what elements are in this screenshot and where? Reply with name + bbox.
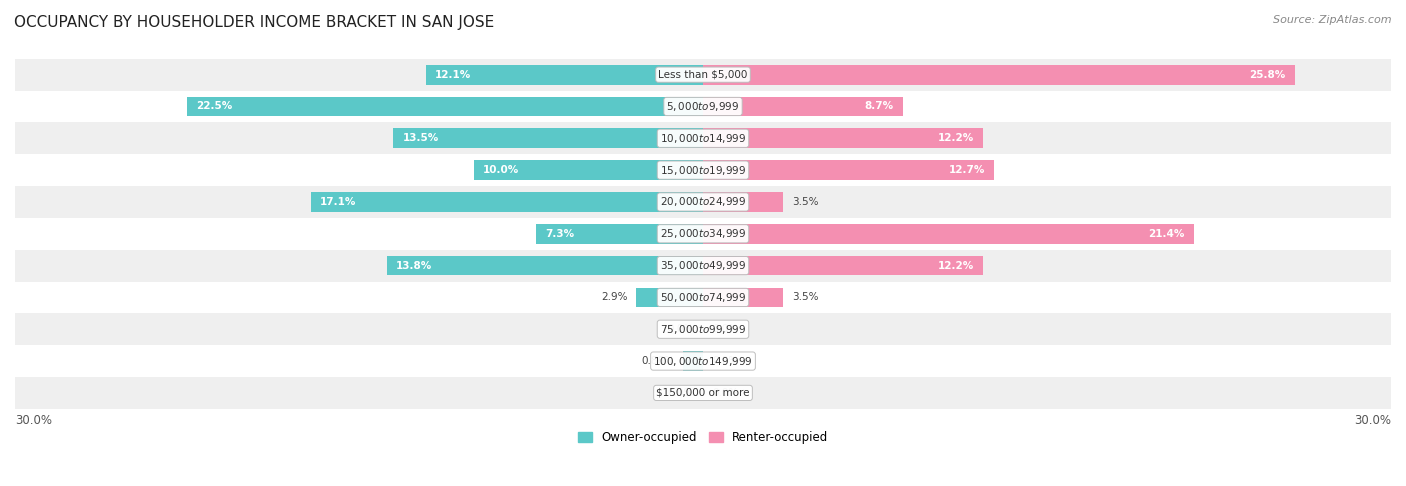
Text: Less than $5,000: Less than $5,000 [658,69,748,80]
Text: 3.5%: 3.5% [793,293,818,302]
Bar [703,256,983,276]
Text: $20,000 to $24,999: $20,000 to $24,999 [659,195,747,208]
Text: $35,000 to $49,999: $35,000 to $49,999 [659,259,747,272]
Text: $100,000 to $149,999: $100,000 to $149,999 [654,355,752,367]
Bar [703,288,783,307]
Text: 12.2%: 12.2% [938,260,973,271]
Text: 0.0%: 0.0% [713,356,738,366]
Text: $15,000 to $19,999: $15,000 to $19,999 [659,164,747,176]
Text: 0.0%: 0.0% [713,388,738,398]
Text: Source: ZipAtlas.com: Source: ZipAtlas.com [1274,15,1392,25]
Text: 12.1%: 12.1% [434,69,471,80]
Bar [15,377,1391,409]
Bar [15,154,1391,186]
Bar [15,281,1391,313]
Text: 2.9%: 2.9% [600,293,627,302]
Text: 0.0%: 0.0% [668,324,693,334]
Bar [15,90,1391,122]
Text: 13.8%: 13.8% [395,260,432,271]
Text: 30.0%: 30.0% [1354,414,1391,427]
Bar [15,313,1391,345]
Text: 30.0%: 30.0% [15,414,52,427]
Bar [426,65,703,85]
Legend: Owner-occupied, Renter-occupied: Owner-occupied, Renter-occupied [572,426,834,449]
Text: $75,000 to $99,999: $75,000 to $99,999 [659,323,747,336]
Bar [15,218,1391,250]
Bar [15,345,1391,377]
Bar [703,65,1295,85]
Text: $5,000 to $9,999: $5,000 to $9,999 [666,100,740,113]
Text: $25,000 to $34,999: $25,000 to $34,999 [659,227,747,240]
Text: 0.86%: 0.86% [641,356,673,366]
Text: 0.0%: 0.0% [713,324,738,334]
Text: 22.5%: 22.5% [197,102,232,111]
Bar [703,160,994,180]
Bar [311,192,703,212]
Text: 17.1%: 17.1% [321,197,356,207]
Text: 7.3%: 7.3% [544,229,574,239]
Text: 0.0%: 0.0% [668,388,693,398]
Bar [187,97,703,116]
Text: 21.4%: 21.4% [1149,229,1185,239]
Bar [15,122,1391,154]
Text: 3.5%: 3.5% [793,197,818,207]
Bar [474,160,703,180]
Bar [703,224,1194,243]
Text: $50,000 to $74,999: $50,000 to $74,999 [659,291,747,304]
Bar [703,97,903,116]
Text: $150,000 or more: $150,000 or more [657,388,749,398]
Text: 8.7%: 8.7% [865,102,893,111]
Text: OCCUPANCY BY HOUSEHOLDER INCOME BRACKET IN SAN JOSE: OCCUPANCY BY HOUSEHOLDER INCOME BRACKET … [14,15,495,30]
Text: 12.2%: 12.2% [938,133,973,143]
Bar [394,128,703,148]
Text: $10,000 to $14,999: $10,000 to $14,999 [659,132,747,145]
Bar [15,250,1391,281]
Bar [536,224,703,243]
Text: 13.5%: 13.5% [402,133,439,143]
Text: 25.8%: 25.8% [1250,69,1285,80]
Bar [703,192,783,212]
Bar [15,186,1391,218]
Text: 12.7%: 12.7% [949,165,986,175]
Bar [703,128,983,148]
Bar [683,351,703,371]
Bar [15,59,1391,90]
Bar [387,256,703,276]
Text: 10.0%: 10.0% [482,165,519,175]
Bar [637,288,703,307]
